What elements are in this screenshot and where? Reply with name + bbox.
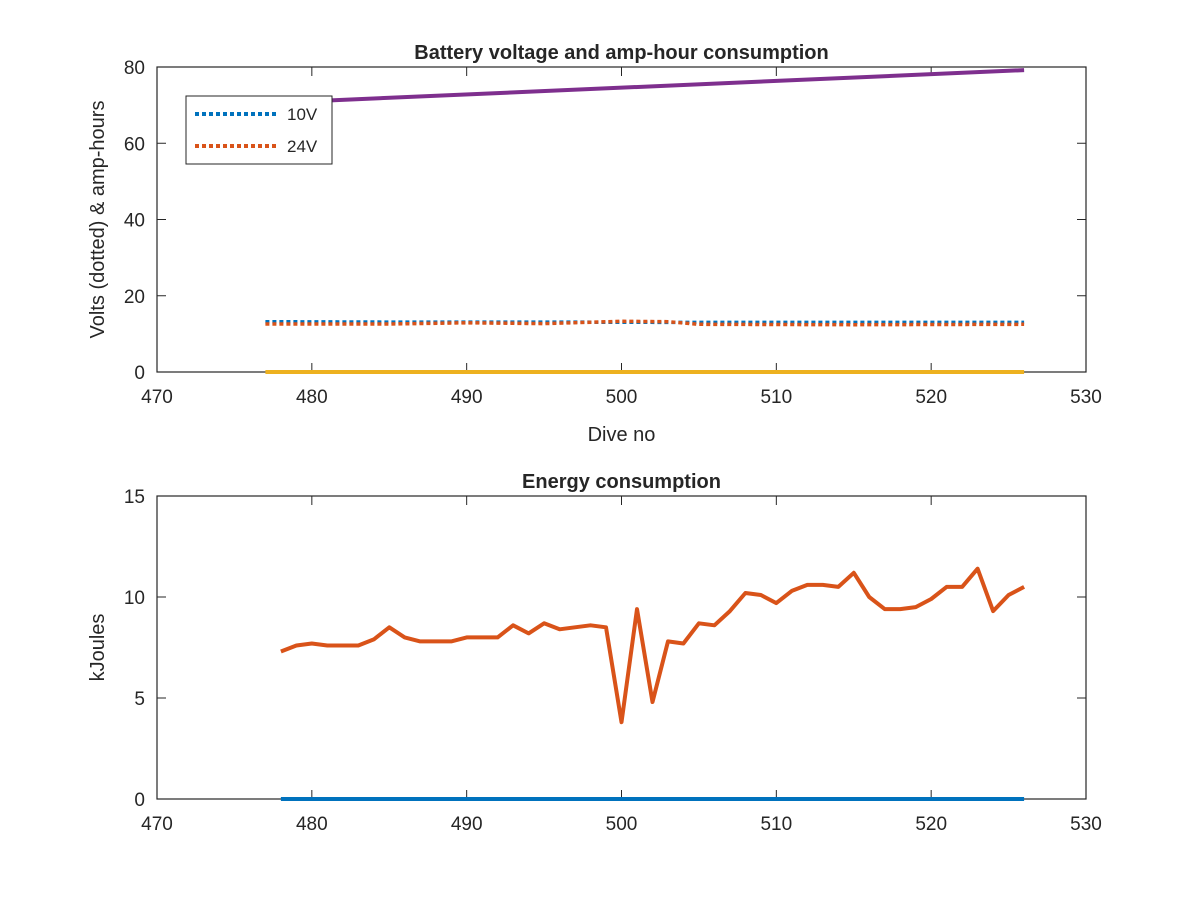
y-tick-label: 60 <box>124 134 145 155</box>
x-tick-label: 520 <box>915 814 947 835</box>
y-tick-label: 0 <box>134 790 145 811</box>
x-tick-label: 520 <box>915 387 947 408</box>
x-tick-label: 470 <box>141 814 173 835</box>
y-tick-label: 40 <box>124 211 145 232</box>
x-tick-label: 490 <box>451 814 483 835</box>
chart-title: Battery voltage and amp-hour consumption <box>414 42 828 64</box>
x-tick-label: 510 <box>760 814 792 835</box>
y-tick-label: 0 <box>134 363 145 384</box>
x-tick-label: 530 <box>1070 387 1102 408</box>
x-tick-label: 500 <box>606 814 638 835</box>
legend-box <box>185 95 333 165</box>
series-purple-line <box>265 68 1025 106</box>
series-orange-line <box>280 566 1026 725</box>
legend-label-24V: 24V <box>287 137 318 156</box>
y-axis-label: kJoules <box>87 614 109 682</box>
x-tick-label: 480 <box>296 387 328 408</box>
series-10V-line <box>265 319 1025 325</box>
x-tick-label: 510 <box>760 387 792 408</box>
y-axis-label: Volts (dotted) & amp-hours <box>87 101 109 339</box>
top-chart: 470 480 490 500 510 520 530 0 20 40 60 80 Battery vo… <box>87 42 1102 446</box>
series-24V-line <box>265 319 1025 327</box>
x-tick-label: 490 <box>451 387 483 408</box>
bottom-chart-axes-box <box>156 495 1087 800</box>
x-tick-label: 500 <box>606 387 638 408</box>
legend-label-10V: 10V <box>287 105 318 124</box>
chart-title: Energy consumption <box>522 471 721 493</box>
x-tick-label: 530 <box>1070 814 1102 835</box>
y-tick-label: 10 <box>124 588 145 609</box>
x-axis-label: Dive no <box>588 424 656 446</box>
legend: 10V 24V <box>185 95 333 165</box>
y-tick-label: 15 <box>124 487 145 508</box>
x-tick-label: 470 <box>141 387 173 408</box>
x-tick-label: 480 <box>296 814 328 835</box>
y-tick-label: 5 <box>134 689 145 710</box>
y-tick-label: 80 <box>124 58 145 79</box>
y-tick-label: 20 <box>124 287 145 308</box>
